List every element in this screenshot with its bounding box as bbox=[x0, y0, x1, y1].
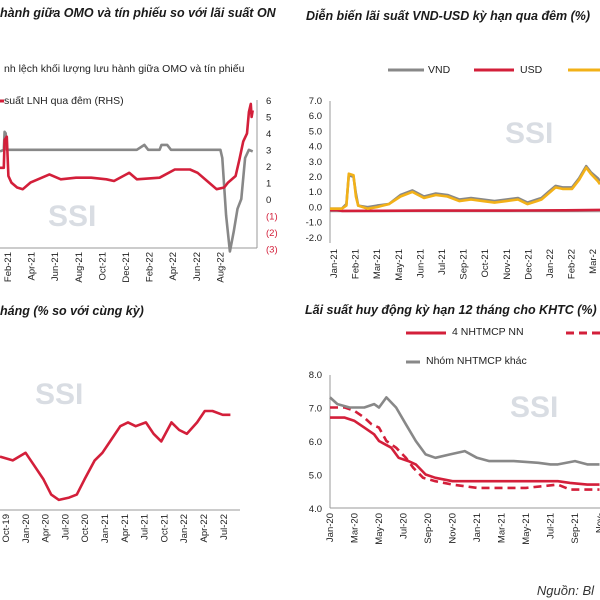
vnd-usd-x-tick: Jul-21 bbox=[437, 249, 448, 275]
growth-x-tick: Jan-21 bbox=[100, 514, 111, 543]
deposit-y-tick: 8.0 bbox=[309, 370, 322, 381]
nn-legend-label: 4 NHTMCP NN bbox=[452, 326, 524, 338]
vnd-usd-x-tick: Oct-21 bbox=[480, 249, 491, 278]
omo-series-2 bbox=[0, 102, 254, 191]
vnd-usd-y-tick: 1.0 bbox=[309, 187, 322, 198]
vnd-usd-series-3 bbox=[330, 166, 600, 210]
growth-x-tick: Oct-20 bbox=[80, 514, 91, 543]
vnd-usd-y-tick: -1.0 bbox=[306, 218, 322, 229]
vnd-usd-x-tick: Feb-21 bbox=[351, 249, 362, 279]
omo-rhs-tick: (3) bbox=[266, 245, 278, 256]
watermark-1: SSI bbox=[48, 200, 96, 233]
vnd-usd-x-tick: Mar-21 bbox=[372, 249, 383, 279]
omo-chart-title: hành giữa OMO và tín phiếu so với lãi su… bbox=[0, 6, 276, 20]
omo-rhs-tick: 3 bbox=[266, 146, 271, 157]
vnd-usd-x-tick: May-21 bbox=[394, 249, 405, 281]
vnd-usd-x-tick: Mar-2 bbox=[588, 249, 599, 274]
deposit-series-2 bbox=[330, 406, 600, 491]
growth-x-tick: Oct-21 bbox=[159, 514, 170, 543]
omo-x-tick: Feb-22 bbox=[145, 252, 156, 282]
omo-x-tick: Apr-21 bbox=[27, 252, 38, 281]
vnd-usd-x-tick: Dec-21 bbox=[523, 249, 534, 280]
deposit-y-tick: 7.0 bbox=[309, 404, 322, 415]
deposit-x-tick: May-21 bbox=[521, 513, 532, 545]
omo-x-tick: Feb-21 bbox=[3, 252, 14, 282]
watermark-2: SSI bbox=[505, 117, 553, 150]
omo-series-1 bbox=[0, 130, 254, 253]
vnd-usd-x-tick: Jan-21 bbox=[329, 249, 340, 278]
omo-rhs-tick: 5 bbox=[266, 113, 271, 124]
deposit-x-tick: Jul-21 bbox=[546, 513, 557, 539]
deposit-y-tick: 6.0 bbox=[309, 437, 322, 448]
omo-x-tick: Apr-22 bbox=[168, 252, 179, 281]
deposit-x-tick: Mar-21 bbox=[497, 513, 508, 543]
vnd-usd-y-tick: 6.0 bbox=[309, 111, 322, 122]
vnd-usd-y-tick: 5.0 bbox=[309, 126, 322, 137]
omo-x-tick: Aug-22 bbox=[215, 252, 226, 283]
growth-x-tick: Apr-20 bbox=[41, 514, 52, 543]
omo-rhs-tick: 2 bbox=[266, 162, 271, 173]
omo-x-tick: Oct-21 bbox=[97, 252, 108, 281]
growth-x-tick: Jan-22 bbox=[179, 514, 190, 543]
omo-rhs-tick: (1) bbox=[266, 212, 278, 223]
deposit-x-tick: Nov- bbox=[595, 513, 600, 533]
growth-x-tick: Apr-21 bbox=[120, 514, 131, 543]
vnd-legend-label: VND bbox=[428, 64, 451, 76]
growth-chart-title: háng (% so với cùng kỳ) bbox=[0, 304, 144, 318]
vnd-usd-chart-title: Diễn biến lãi suất VND-USD kỳ hạn qua đê… bbox=[306, 9, 591, 23]
omo-rhs-tick: 0 bbox=[266, 195, 271, 206]
deposit-x-tick: Nov-20 bbox=[448, 513, 459, 544]
vnd-usd-y-tick: 4.0 bbox=[309, 142, 322, 153]
omo-rhs-tick: (2) bbox=[266, 228, 278, 239]
vnd-usd-y-tick: -2.0 bbox=[306, 233, 322, 244]
vnd-usd-x-tick: Sep-21 bbox=[459, 249, 470, 280]
omo-x-tick: Jun-21 bbox=[50, 252, 61, 281]
omo-legend-1: nh lệch khối lượng lưu hành giữa OMO và … bbox=[4, 63, 245, 75]
deposit-x-tick: Jan-21 bbox=[472, 513, 483, 542]
deposit-x-tick: Jan-20 bbox=[325, 513, 336, 542]
omo-x-tick: Jun-22 bbox=[192, 252, 203, 281]
growth-x-tick: Apr-22 bbox=[199, 514, 210, 543]
source-note: Nguồn: Bl bbox=[536, 583, 594, 598]
deposit-x-tick: May-20 bbox=[374, 513, 385, 545]
vnd-usd-x-tick: Feb-22 bbox=[567, 249, 578, 279]
omo-x-tick: Dec-21 bbox=[121, 252, 132, 283]
growth-x-tick: Oct-19 bbox=[1, 514, 12, 543]
usd-legend-label: USD bbox=[520, 64, 543, 76]
omo-rhs-tick: 6 bbox=[266, 96, 271, 107]
deposit-series-nh-m-nhtmcp-kh-c bbox=[329, 396, 600, 466]
growth-x-tick: Jan-20 bbox=[21, 514, 32, 543]
omo-legend-2: suất LNH qua đêm (RHS) bbox=[4, 95, 124, 107]
omo-rhs-tick: 4 bbox=[266, 129, 271, 140]
growth-series-line bbox=[0, 409, 231, 502]
deposit-chart-title: Lãi suất huy động kỳ hạn 12 tháng cho KH… bbox=[305, 303, 597, 317]
deposit-x-tick: Mar-20 bbox=[350, 513, 361, 543]
watermark-4: SSI bbox=[510, 391, 558, 424]
deposit-y-tick: 4.0 bbox=[309, 504, 322, 515]
omo-rhs-tick: 1 bbox=[266, 179, 271, 190]
vnd-usd-x-tick: Nov-21 bbox=[502, 249, 513, 280]
vnd-usd-series-usd bbox=[330, 208, 600, 213]
vnd-usd-x-tick: Jan-22 bbox=[545, 249, 556, 278]
vnd-usd-y-tick: 7.0 bbox=[309, 96, 322, 107]
vnd-usd-y-tick: 0.0 bbox=[309, 202, 322, 213]
vnd-usd-y-tick: 2.0 bbox=[309, 172, 322, 183]
vnd-usd-y-tick: 3.0 bbox=[309, 157, 322, 168]
growth-x-tick: Jul-22 bbox=[219, 514, 230, 540]
growth-x-tick: Jul-21 bbox=[140, 514, 151, 540]
vnd-usd-x-tick: Jun-21 bbox=[415, 249, 426, 278]
deposit-y-tick: 5.0 bbox=[309, 471, 322, 482]
other-legend-label: Nhóm NHTMCP khác bbox=[426, 355, 527, 367]
deposit-x-tick: Sep-21 bbox=[570, 513, 581, 544]
watermark-3: SSI bbox=[35, 378, 83, 411]
deposit-x-tick: Sep-20 bbox=[423, 513, 434, 544]
omo-x-tick: Aug-21 bbox=[74, 252, 85, 283]
deposit-series-4-nhtmcp-nn bbox=[330, 416, 600, 486]
growth-x-tick: Jul-20 bbox=[60, 514, 71, 540]
deposit-x-tick: Jul-20 bbox=[399, 513, 410, 539]
